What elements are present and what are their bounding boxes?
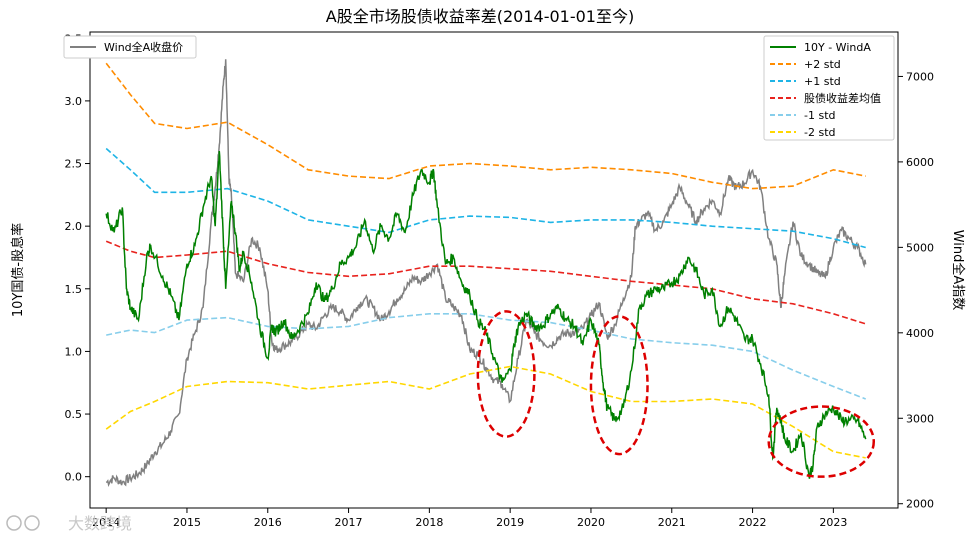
right-y-axis: 2000 3000 4000 5000 6000 7000 <box>898 70 934 511</box>
series-lines <box>105 59 867 487</box>
highlight-ellipse <box>589 315 649 456</box>
watermark-text: 大数跨境 <box>68 514 132 533</box>
left-tick-label: 2.0 <box>65 220 83 233</box>
x-tick-label: 2018 <box>415 516 443 529</box>
legend-label-index: Wind全A收盘价 <box>104 40 183 54</box>
x-tick-label: 2020 <box>577 516 605 529</box>
x-tick-label: 2021 <box>658 516 686 529</box>
highlight-ellipse <box>767 405 876 478</box>
x-tick-label: 2014 <box>92 516 120 529</box>
x-axis: 2014 2015 2016 2017 2018 2019 2020 2021 2022 2023 <box>92 508 847 529</box>
spread-line <box>105 150 867 479</box>
legend-left-box <box>63 35 197 59</box>
annotation-ellipses <box>476 310 876 478</box>
mean-line <box>105 240 866 325</box>
right-tick-label: 2000 <box>906 498 934 511</box>
highlight-ellipse <box>476 310 536 438</box>
left-tick-label: 3.0 <box>65 95 83 108</box>
right-axis-label: Wind全A指数 <box>950 230 966 311</box>
plot-frame <box>89 31 899 509</box>
right-tick-label: 5000 <box>906 241 934 254</box>
legend-label: +1 std <box>804 75 841 88</box>
right-tick-label: 4000 <box>906 327 934 340</box>
x-tick-label: 2022 <box>739 516 767 529</box>
minus2-std-line <box>105 365 866 459</box>
legend-label: -2 std <box>804 126 836 139</box>
x-tick-label: 2019 <box>496 516 524 529</box>
left-tick-label: 1.5 <box>65 283 83 296</box>
x-tick-label: 2017 <box>335 516 363 529</box>
left-tick-label: 1.0 <box>65 345 83 358</box>
watermark-logo-icon <box>24 515 40 531</box>
legend-label: 10Y - WindA <box>804 41 871 54</box>
x-tick-label: 2023 <box>819 516 847 529</box>
chart-title: A股全市场股债收益率差(2014-01-01至今) <box>326 7 634 26</box>
legend-label: 股债收益差均值 <box>804 91 881 105</box>
minus1-std-line <box>106 312 866 400</box>
legend-label: +2 std <box>804 58 841 71</box>
left-tick-label: 0.0 <box>65 471 83 484</box>
left-axis-label: 10Y国债-股息率 <box>10 223 26 317</box>
left-tick-label: 0.5 <box>65 408 83 421</box>
right-tick-label: 6000 <box>906 156 934 169</box>
legend-label: -1 std <box>804 109 836 122</box>
legend-right-box <box>763 35 895 141</box>
plus1-std-line <box>105 147 866 249</box>
index-line <box>105 59 867 487</box>
left-y-axis: 0.00.51.01.52.02.53.03.5 <box>65 32 90 484</box>
legend-left: Wind全A收盘价 <box>63 35 197 59</box>
right-tick-label: 3000 <box>906 412 934 425</box>
plus2-std-line <box>105 62 866 190</box>
x-tick-label: 2016 <box>254 516 282 529</box>
x-tick-label: 2015 <box>173 516 201 529</box>
left-tick-label: 2.5 <box>65 158 83 171</box>
watermark-logo-icon <box>6 515 22 531</box>
watermark: 大数跨境 <box>6 514 132 533</box>
right-tick-label: 7000 <box>906 70 934 83</box>
legend-right: 10Y - WindA +2 std +1 std 股债收益差均值 -1 std -2 s… <box>763 35 895 141</box>
